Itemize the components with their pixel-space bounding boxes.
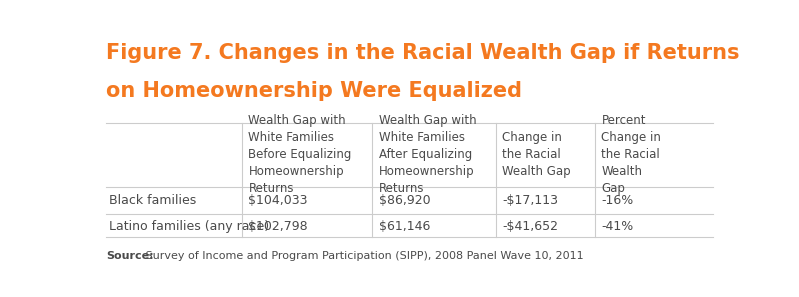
Text: Black families: Black families: [109, 194, 197, 207]
Text: Figure 7. Changes in the Racial Wealth Gap if Returns: Figure 7. Changes in the Racial Wealth G…: [106, 42, 740, 62]
Text: $104,033: $104,033: [248, 194, 308, 207]
Text: $102,798: $102,798: [248, 220, 308, 233]
Text: -$17,113: -$17,113: [503, 194, 559, 207]
Text: Percent
Change in
the Racial
Wealth
Gap: Percent Change in the Racial Wealth Gap: [602, 114, 662, 195]
Text: on Homeownership Were Equalized: on Homeownership Were Equalized: [106, 81, 522, 101]
Text: Wealth Gap with
White Families
After Equalizing
Homeownership
Returns: Wealth Gap with White Families After Equ…: [379, 114, 476, 195]
Text: -41%: -41%: [602, 220, 634, 233]
Text: Wealth Gap with
White Families
Before Equalizing
Homeownership
Returns: Wealth Gap with White Families Before Eq…: [248, 114, 352, 195]
Text: -16%: -16%: [602, 194, 634, 207]
Text: $86,920: $86,920: [379, 194, 430, 207]
Text: Change in
the Racial
Wealth Gap: Change in the Racial Wealth Gap: [503, 131, 571, 178]
Text: Source:: Source:: [106, 251, 153, 260]
Text: -$41,652: -$41,652: [503, 220, 559, 233]
Text: $61,146: $61,146: [379, 220, 430, 233]
Text: Latino families (any race): Latino families (any race): [109, 220, 269, 233]
Text: Survey of Income and Program Participation (SIPP), 2008 Panel Wave 10, 2011: Survey of Income and Program Participati…: [142, 251, 583, 260]
